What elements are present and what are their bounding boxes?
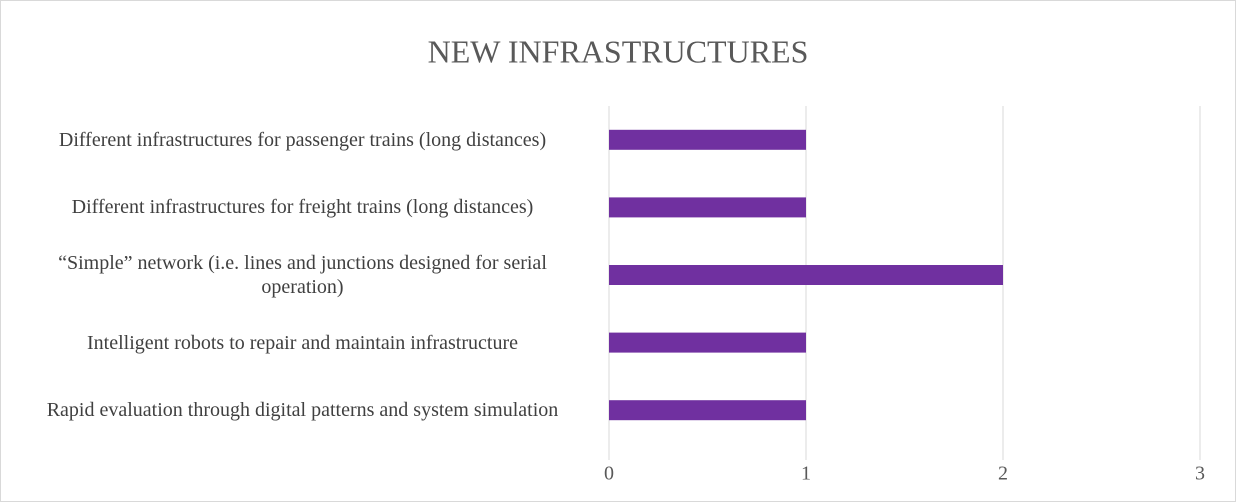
bar	[609, 400, 806, 421]
y-tick-label: Intelligent robots to repair and maintai…	[87, 331, 518, 354]
bar	[609, 197, 806, 218]
x-tick-label: 0	[604, 463, 614, 485]
y-tick-label: Different infrastructures for freight tr…	[71, 196, 534, 219]
x-tick-label: 3	[1195, 463, 1205, 485]
x-tick-label: 2	[998, 463, 1008, 485]
y-tick-label: Different infrastructures for passenger …	[58, 128, 547, 151]
bar	[609, 129, 806, 150]
chart-title: NEW INFRASTRUCTURES	[428, 33, 809, 69]
y-tick-label: Rapid evaluation through digital pattern…	[46, 399, 559, 422]
bar	[609, 332, 806, 353]
y-tick-label: “Simple” network (i.e. lines and junctio…	[58, 252, 547, 298]
x-tick-label: 1	[801, 463, 811, 485]
bar	[609, 265, 1003, 285]
